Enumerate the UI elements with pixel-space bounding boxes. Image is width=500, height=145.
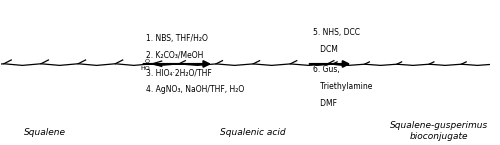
Text: 6. Gus,: 6. Gus, <box>312 65 340 74</box>
Text: 1. NBS, THF/H₂O: 1. NBS, THF/H₂O <box>146 34 208 43</box>
Text: DCM: DCM <box>312 45 338 54</box>
Text: 2. K₂CO₃/MeOH: 2. K₂CO₃/MeOH <box>146 51 203 60</box>
Text: Squalenic acid: Squalenic acid <box>220 128 286 137</box>
Text: Triethylamine: Triethylamine <box>312 82 372 91</box>
Text: Squalene-gusperimus: Squalene-gusperimus <box>390 121 488 130</box>
Text: 3. HIO₄·2H₂O/THF: 3. HIO₄·2H₂O/THF <box>146 68 212 77</box>
Text: DMF: DMF <box>312 99 336 108</box>
Text: O: O <box>144 59 150 64</box>
Text: HO: HO <box>140 66 150 71</box>
Text: 5. NHS, DCC: 5. NHS, DCC <box>312 28 360 37</box>
Text: Squalene: Squalene <box>24 128 66 137</box>
Text: 4. AgNO₃, NaOH/THF, H₂O: 4. AgNO₃, NaOH/THF, H₂O <box>146 85 244 94</box>
Text: bioconjugate: bioconjugate <box>410 132 468 141</box>
